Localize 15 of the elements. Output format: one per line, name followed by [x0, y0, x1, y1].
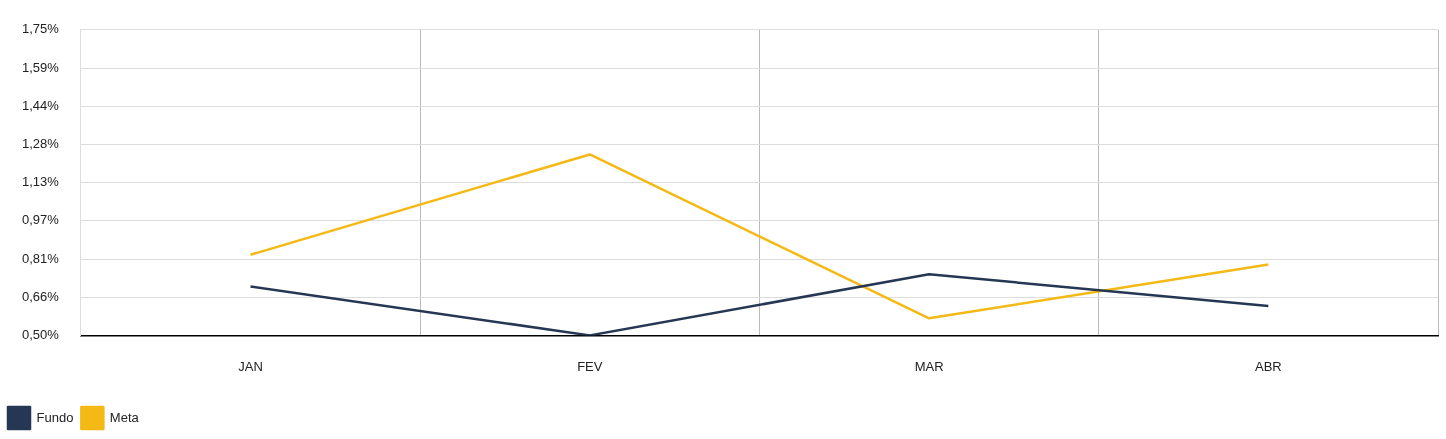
- y-tick-label: 1,44%: [21, 97, 60, 113]
- y-tick-label: 1,75%: [21, 21, 60, 37]
- y-tick-label: 0,66%: [21, 288, 60, 304]
- y-tick-label: 0,50%: [21, 326, 60, 342]
- y-tick-label: 0,81%: [21, 250, 60, 266]
- y-tick-label: 1,13%: [21, 174, 60, 190]
- x-tick-label: MAR: [914, 358, 944, 374]
- legend-label: Meta: [109, 409, 140, 425]
- y-tick-label: 0,97%: [21, 212, 60, 228]
- x-tick-label: ABR: [1254, 358, 1282, 374]
- x-tick-label: FEV: [577, 358, 603, 374]
- x-tick-label: JAN: [238, 358, 263, 374]
- y-tick-label: 1,59%: [21, 59, 60, 75]
- y-tick-label: 1,28%: [21, 135, 60, 151]
- legend-label: Fundo: [36, 409, 74, 425]
